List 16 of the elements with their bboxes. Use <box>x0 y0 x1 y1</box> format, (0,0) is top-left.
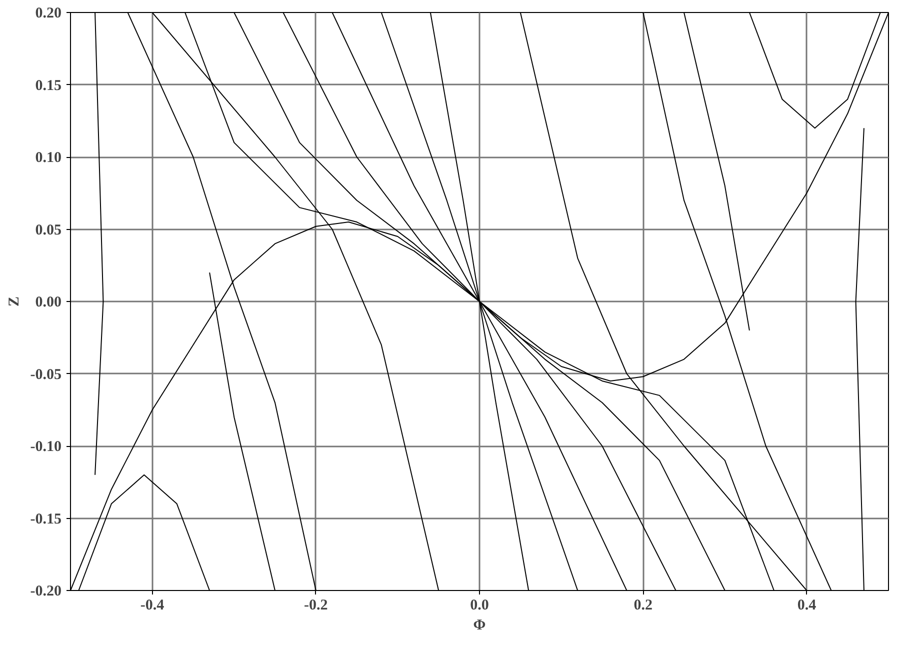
y-tick-label: 0.00 <box>35 294 62 310</box>
y-tick-label: -0.10 <box>30 439 62 455</box>
x-tick-label: -0.2 <box>304 598 328 614</box>
x-tick-label: 0.4 <box>797 598 817 614</box>
y-axis-title: Z <box>6 296 22 306</box>
x-axis-title: Φ <box>473 618 486 634</box>
y-tick-label: -0.15 <box>30 511 62 528</box>
y-tick-label: 0.20 <box>35 6 62 22</box>
y-tick-label: -0.20 <box>30 584 62 600</box>
x-tick-label: 0.2 <box>634 598 652 614</box>
y-tick-label: -0.05 <box>30 366 62 383</box>
x-tick-label: 0.0 <box>470 598 489 614</box>
y-tick-label: 0.05 <box>35 222 62 238</box>
x-tick-label: -0.4 <box>140 598 165 614</box>
y-tick-label: 0.15 <box>35 78 62 94</box>
y-tick-label: 0.10 <box>35 150 62 166</box>
